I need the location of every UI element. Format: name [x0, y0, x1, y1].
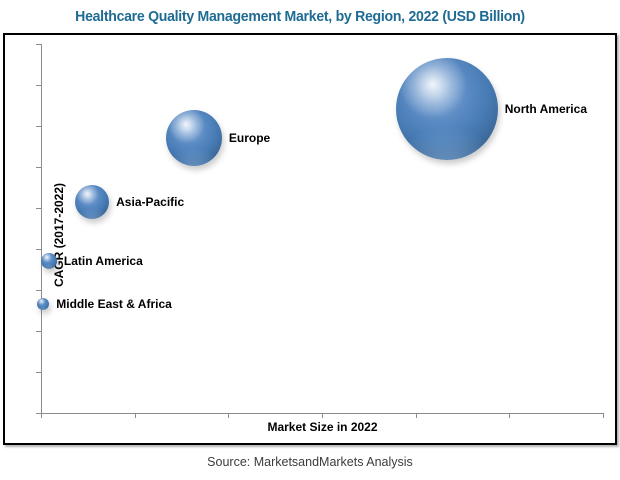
y-axis-line — [41, 44, 42, 413]
y-axis-tick — [36, 372, 41, 373]
y-axis-tick — [36, 331, 41, 332]
y-axis-label: CAGR (2017-2022) — [52, 182, 66, 288]
y-axis-tick — [36, 290, 41, 291]
x-axis-tick — [603, 413, 604, 418]
bubble-middle-east-africa — [37, 298, 50, 311]
y-axis-tick — [36, 249, 41, 250]
bubble-label-north-america: North America — [504, 101, 587, 116]
x-axis-tick — [415, 413, 417, 418]
y-axis-tick — [36, 167, 41, 168]
y-axis-tick — [36, 413, 41, 414]
bubble-label-latin-america: Latin America — [63, 253, 143, 268]
x-axis-tick — [228, 413, 230, 418]
bubble-label-europe: Europe — [228, 131, 271, 146]
chart-title: Healthcare Quality Management Market, by… — [75, 8, 525, 25]
y-axis-tick — [36, 44, 41, 45]
x-axis-tick — [509, 413, 511, 418]
y-axis-tick — [36, 126, 41, 127]
plot-area: CAGR (2017-2022) North America Europe Asia… — [3, 33, 617, 445]
bubble-north-america — [395, 57, 498, 160]
y-axis-tick — [36, 208, 41, 209]
bubble-label-middle-east-africa: Middle East & Africa — [56, 297, 172, 312]
x-axis-tick — [41, 413, 42, 418]
y-axis-tick — [36, 85, 41, 86]
bubble-latin-america — [40, 252, 57, 269]
bubble-label-asia-pacific: Asia-Pacific — [116, 194, 185, 209]
bubble-asia-pacific — [75, 184, 110, 219]
x-axis-label: Market Size in 2022 — [267, 420, 378, 434]
x-axis-tick — [134, 413, 136, 418]
bubble-europe — [165, 110, 222, 167]
source-note: Source: MarketsandMarkets Analysis — [207, 455, 413, 469]
x-axis-tick — [322, 413, 323, 418]
